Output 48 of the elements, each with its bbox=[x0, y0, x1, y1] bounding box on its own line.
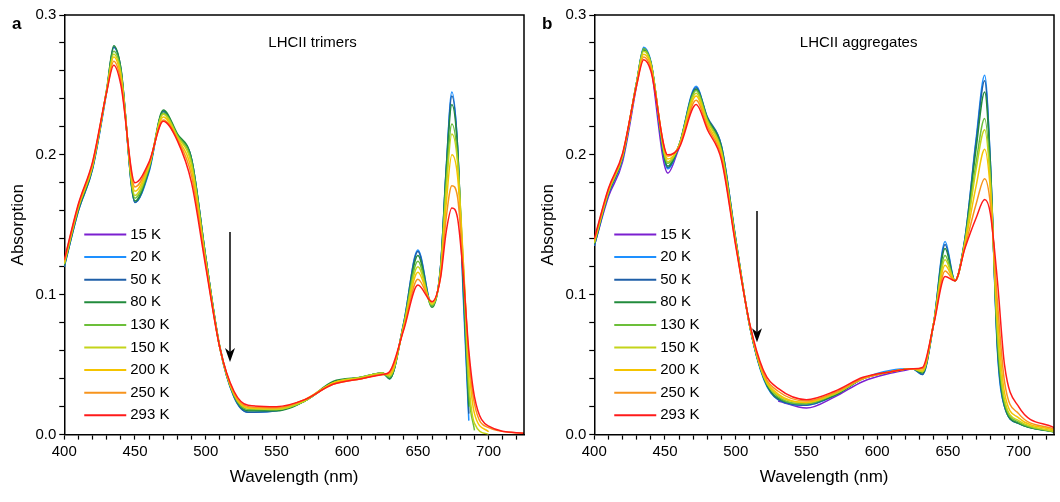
x-tick-label: 500 bbox=[193, 441, 219, 459]
legend-label: 200 K bbox=[660, 360, 700, 378]
x-tick-label: 600 bbox=[864, 441, 890, 459]
x-tick-label: 400 bbox=[51, 441, 77, 459]
x-tick-label: 700 bbox=[1006, 441, 1032, 459]
legend-label: 250 K bbox=[660, 382, 700, 400]
legend-label: 130 K bbox=[660, 315, 700, 333]
x-tick-label: 650 bbox=[935, 441, 961, 459]
legend-label: 293 K bbox=[130, 405, 170, 423]
x-tick-label: 550 bbox=[263, 441, 289, 459]
x-tick-label: 450 bbox=[122, 441, 148, 459]
x-tick-label: 700 bbox=[476, 441, 502, 459]
x-tick-label: 450 bbox=[652, 441, 678, 459]
x-tick-label: 650 bbox=[405, 441, 431, 459]
x-tick-label: 400 bbox=[581, 441, 607, 459]
legend-label: 250 K bbox=[130, 382, 170, 400]
y-tick-label: 0.1 bbox=[35, 284, 57, 302]
y-tick-label: 0.3 bbox=[565, 5, 587, 23]
legend-label: 50 K bbox=[130, 269, 162, 287]
text: LHCII aggregates bbox=[799, 32, 918, 50]
legend-label: 150 K bbox=[130, 337, 170, 355]
text: LHCII trimers bbox=[268, 32, 357, 50]
legend-label: 150 K bbox=[660, 337, 700, 355]
y-axis-title: Absorption bbox=[7, 184, 27, 266]
y-axis-title: Absorption bbox=[537, 184, 557, 266]
x-tick-label: 500 bbox=[723, 441, 749, 459]
y-tick-label: 0.0 bbox=[565, 424, 587, 442]
x-tick-label: 600 bbox=[334, 441, 360, 459]
y-tick-label: 0.2 bbox=[35, 145, 57, 163]
legend-label: 80 K bbox=[130, 292, 162, 310]
text: b bbox=[542, 14, 553, 34]
legend-label: 80 K bbox=[660, 292, 692, 310]
legend-label: 50 K bbox=[660, 269, 692, 287]
text: a bbox=[12, 14, 22, 34]
y-tick-label: 0.1 bbox=[565, 284, 587, 302]
legend-label: 200 K bbox=[130, 360, 170, 378]
legend-label: 15 K bbox=[130, 224, 162, 242]
legend-label: 20 K bbox=[130, 247, 162, 265]
legend-label: 293 K bbox=[660, 405, 700, 423]
y-tick-label: 0.3 bbox=[35, 5, 57, 23]
legend-label: 20 K bbox=[660, 247, 692, 265]
legend-label: 130 K bbox=[130, 315, 170, 333]
x-tick-label: 550 bbox=[793, 441, 819, 459]
y-tick-label: 0.2 bbox=[565, 145, 587, 163]
y-tick-label: 0.0 bbox=[35, 424, 57, 442]
x-axis-title: Wavelength (nm) bbox=[229, 467, 359, 487]
x-axis-title: Wavelength (nm) bbox=[759, 467, 889, 487]
legend-label: 15 K bbox=[660, 224, 692, 242]
